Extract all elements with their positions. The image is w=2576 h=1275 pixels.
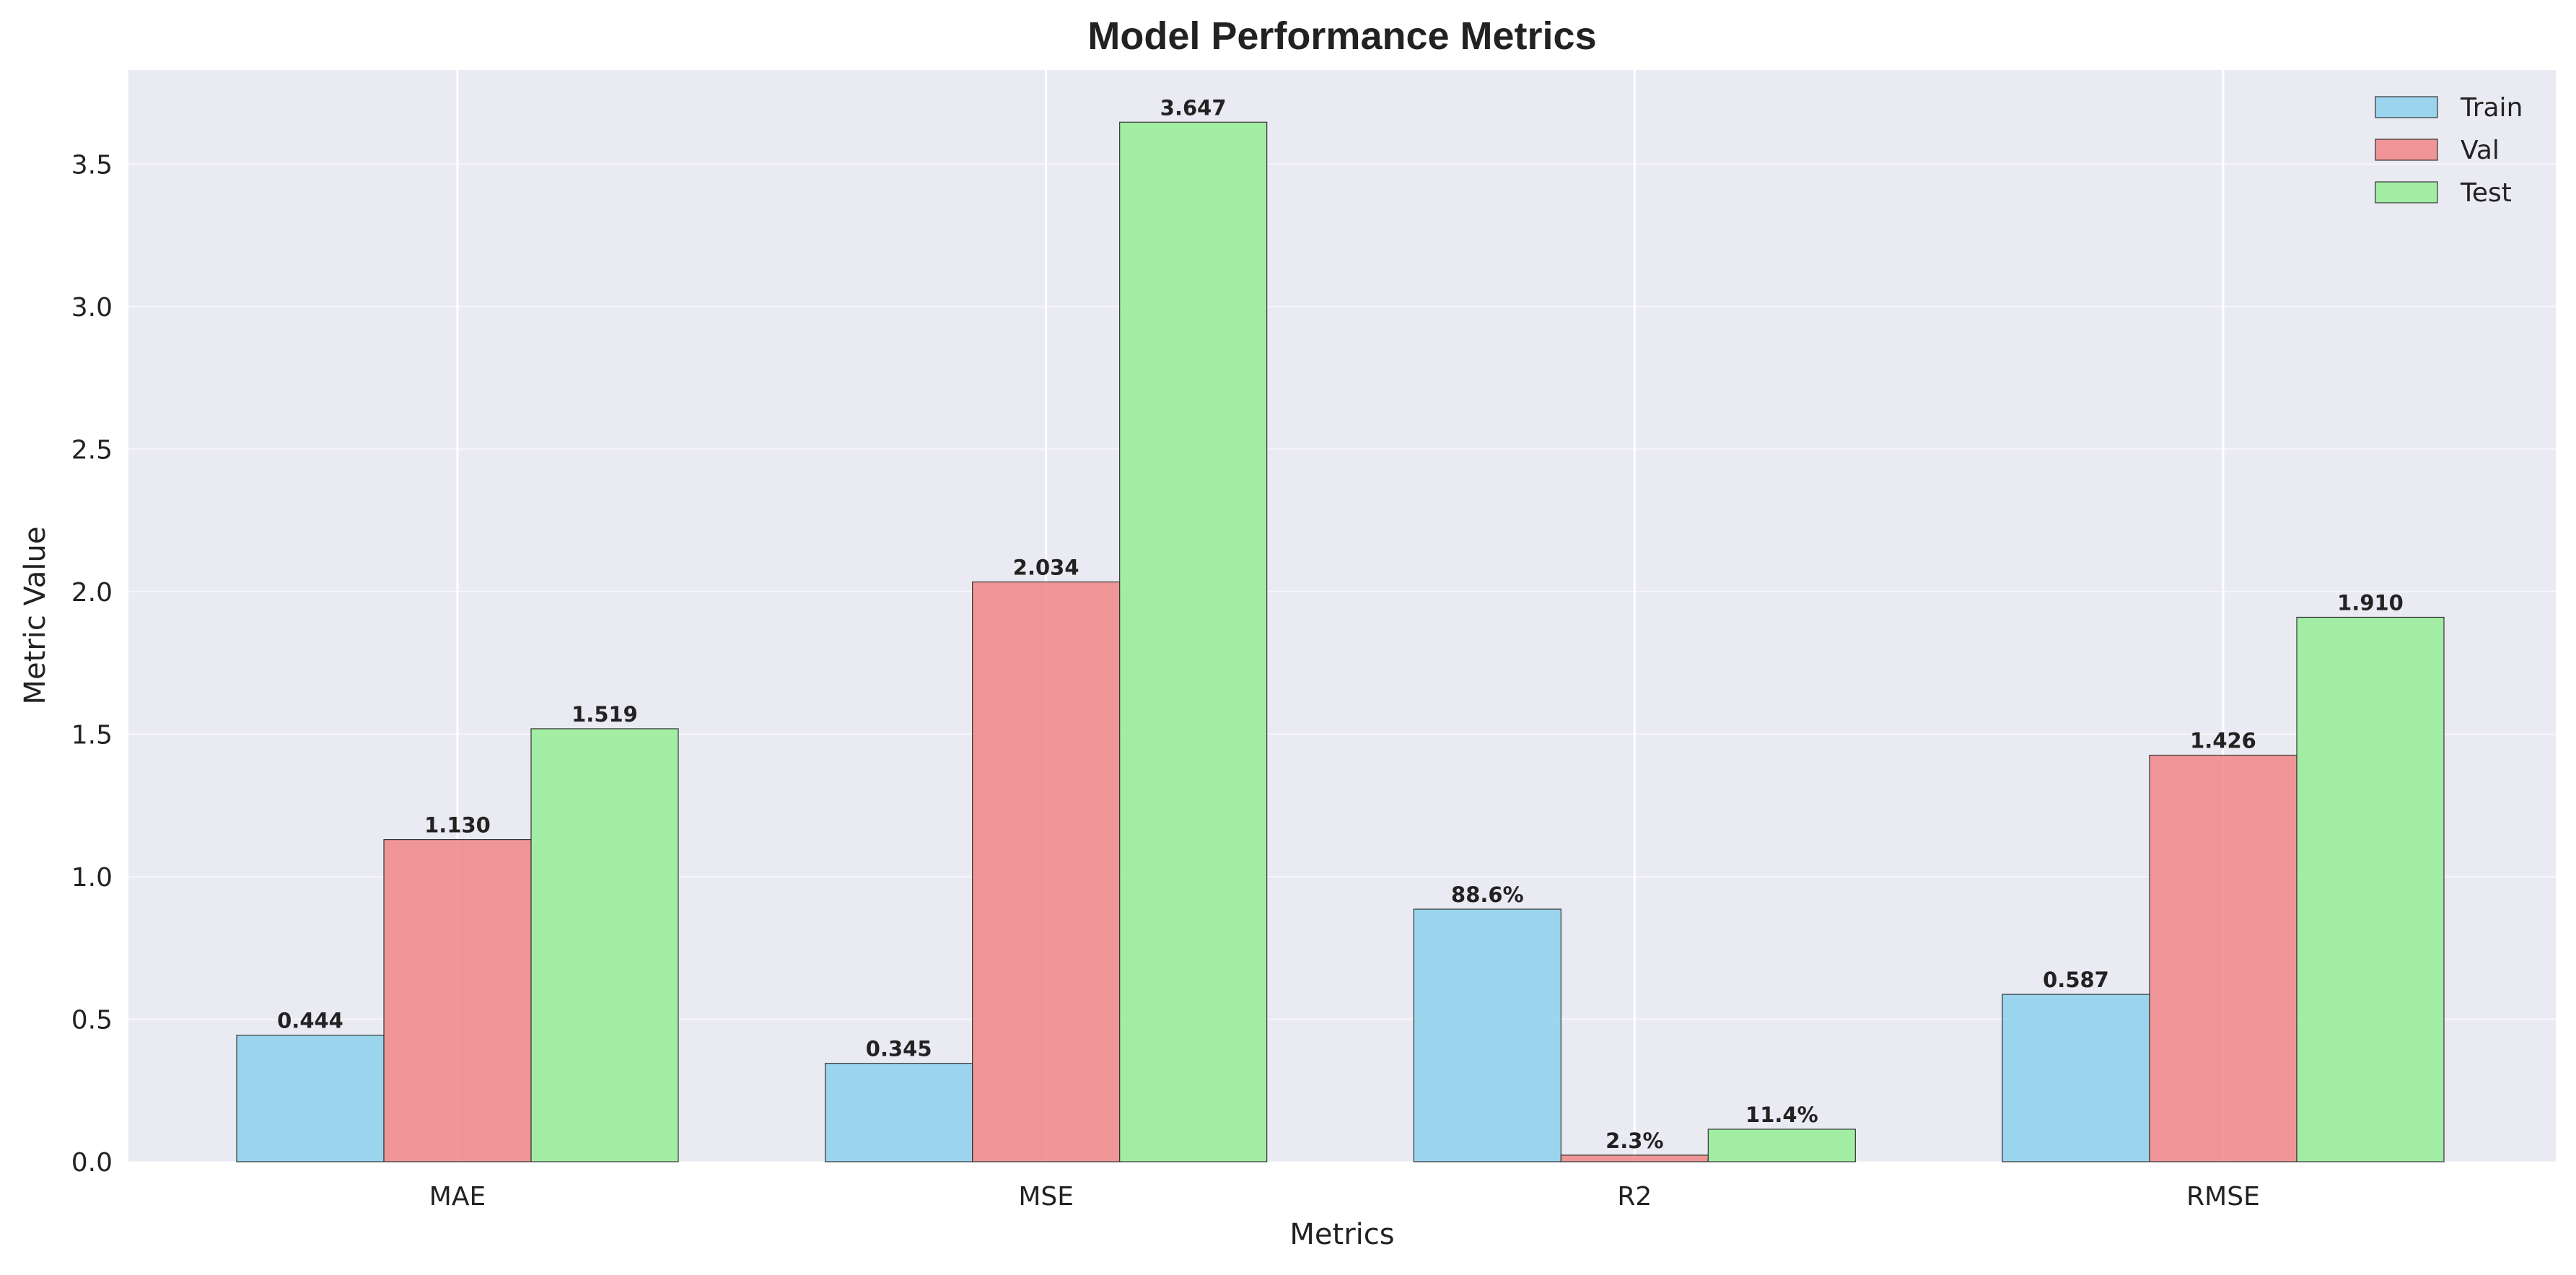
bar-val-mse — [972, 581, 1121, 1162]
data-label: 1.519 — [571, 702, 638, 727]
legend: Train Val Test — [2375, 93, 2523, 208]
data-label: 11.4% — [1745, 1103, 1818, 1127]
data-label: 1.910 — [2337, 590, 2404, 615]
bar-val-mae — [383, 839, 532, 1162]
y-tick-label: 1.5 — [71, 720, 113, 750]
y-tick-label: 0.5 — [71, 1005, 113, 1035]
y-tick-label: 0.0 — [71, 1148, 113, 1178]
x-axis-label: Metrics — [1289, 1218, 1394, 1251]
bar-train-mae — [236, 1035, 385, 1162]
legend-swatch-train — [2375, 96, 2438, 118]
legend-label-train: Train — [2460, 93, 2523, 123]
bar-test-rmse — [2296, 616, 2445, 1162]
x-tick-label: MAE — [429, 1182, 486, 1212]
data-label: 0.587 — [2043, 968, 2109, 992]
x-tick-label: RMSE — [2186, 1182, 2260, 1212]
bar-test-mae — [530, 728, 679, 1162]
y-axis-label: Metric Value — [19, 527, 52, 705]
bar-val-r2 — [1560, 1154, 1709, 1162]
data-label: 88.6% — [1451, 882, 1524, 907]
data-label: 2.034 — [1013, 555, 1079, 579]
legend-label-test: Test — [2460, 178, 2512, 208]
legend-label-val: Val — [2461, 136, 2500, 165]
legend-swatch-val — [2375, 139, 2438, 161]
data-label: 1.130 — [424, 813, 491, 838]
bar-train-rmse — [2002, 994, 2150, 1162]
bar-test-mse — [1119, 121, 1268, 1162]
bar-train-mse — [825, 1063, 973, 1162]
x-tick-label: MSE — [1018, 1182, 1074, 1212]
data-label: 2.3% — [1605, 1129, 1663, 1153]
legend-swatch-test — [2375, 181, 2438, 203]
y-tick-label: 3.5 — [71, 150, 113, 180]
data-label: 0.444 — [277, 1009, 343, 1033]
chart-title: Model Performance Metrics — [1087, 14, 1596, 58]
bar-val-rmse — [2149, 755, 2297, 1162]
y-tick-label: 2.5 — [71, 435, 113, 465]
y-tick-label: 3.0 — [71, 293, 113, 323]
x-tick-label: R2 — [1617, 1182, 1652, 1212]
data-label: 1.426 — [2190, 729, 2256, 753]
data-label: 0.345 — [866, 1037, 932, 1061]
bar-test-r2 — [1707, 1129, 1856, 1162]
y-tick-label: 1.0 — [71, 863, 113, 893]
bar-train-r2 — [1413, 908, 1561, 1162]
y-tick-label: 2.0 — [71, 578, 113, 608]
data-label: 3.647 — [1160, 95, 1227, 120]
